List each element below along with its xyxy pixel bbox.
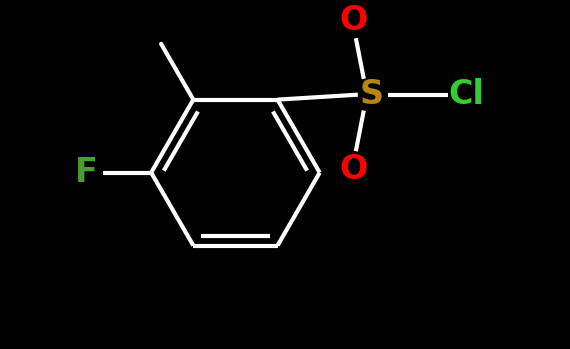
- Text: O: O: [340, 153, 368, 186]
- Text: Cl: Cl: [448, 78, 484, 111]
- Text: O: O: [340, 4, 368, 37]
- Text: S: S: [360, 78, 384, 111]
- Text: F: F: [75, 156, 98, 189]
